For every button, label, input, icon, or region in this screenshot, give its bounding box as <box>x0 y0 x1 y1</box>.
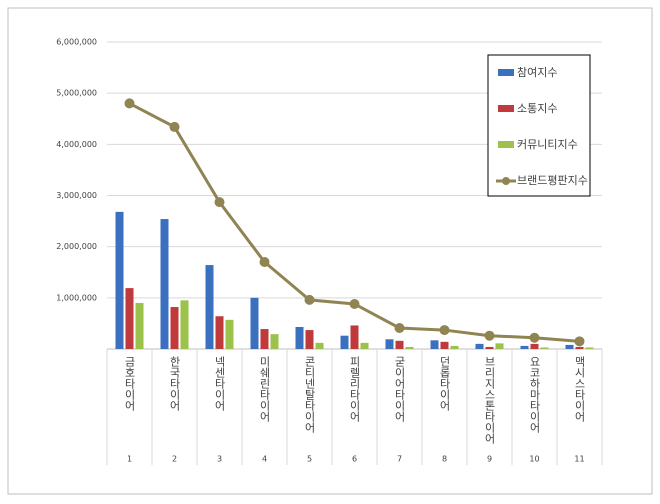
bar <box>270 334 279 349</box>
bar <box>520 345 529 349</box>
rank-label: 2 <box>172 455 177 464</box>
bar <box>575 346 584 349</box>
bar <box>585 347 594 349</box>
legend-frame <box>487 54 591 197</box>
line-marker <box>349 298 360 309</box>
y-tick-label: 5,000,000 <box>56 89 97 98</box>
bar <box>395 340 404 349</box>
x-tick-label: 콘티넨탈타이어 <box>303 356 316 434</box>
legend-marker <box>502 177 510 185</box>
x-tick-label: 굳이어타이어 <box>393 356 406 423</box>
bar <box>475 343 484 349</box>
bar <box>495 343 504 349</box>
y-tick-label: 1,000,000 <box>56 293 97 302</box>
rank-label: 3 <box>217 455 222 464</box>
bar <box>315 342 324 349</box>
rank-label: 5 <box>307 455 312 464</box>
rank-label: 6 <box>352 455 357 464</box>
bar <box>170 307 179 349</box>
line-marker <box>214 197 225 208</box>
x-tick-label: 던롭타이어 <box>438 356 451 412</box>
rank-label: 7 <box>397 455 402 464</box>
bar <box>205 265 214 349</box>
legend-label: 브랜드평판지수 <box>517 174 588 187</box>
bar <box>350 325 359 349</box>
rank-label: 9 <box>487 455 492 464</box>
bar <box>305 330 314 349</box>
rank-label: 4 <box>262 455 267 464</box>
rank-label: 1 <box>127 455 132 464</box>
x-tick-label: 맥시스타이어 <box>573 356 586 423</box>
line-marker <box>529 332 540 343</box>
x-tick-label: 브리지스톤타이어 <box>483 356 496 445</box>
bar <box>125 288 134 349</box>
line-marker <box>574 336 585 347</box>
bar <box>160 219 169 349</box>
bar <box>450 345 459 349</box>
bar <box>225 319 234 349</box>
bar <box>115 211 124 349</box>
legend-label: 소통지수 <box>517 102 557 115</box>
y-tick-label: 6,000,000 <box>56 38 97 47</box>
rank-label: 11 <box>574 455 584 464</box>
bar <box>565 344 574 349</box>
bar <box>215 316 224 349</box>
y-tick-label: 4,000,000 <box>56 140 97 149</box>
line-marker <box>259 257 270 268</box>
x-tick-label: 요코하마타이어 <box>528 356 541 434</box>
x-tick-label: 미쉐린타이어 <box>258 356 271 423</box>
bar <box>540 347 549 349</box>
line-marker <box>124 98 135 109</box>
bar <box>260 329 269 349</box>
legend-swatch <box>498 141 514 148</box>
x-tick-label: 금호타이어 <box>123 356 136 412</box>
rank-label: 10 <box>529 455 539 464</box>
legend-swatch <box>498 69 514 76</box>
bar <box>360 342 369 349</box>
bar <box>485 346 494 349</box>
bar <box>295 326 304 349</box>
bar <box>385 339 394 349</box>
line-marker <box>394 323 405 334</box>
bar <box>250 297 259 349</box>
bar <box>340 335 349 349</box>
bar <box>180 300 189 349</box>
y-tick-label: 3,000,000 <box>56 191 97 200</box>
line-marker <box>304 294 315 305</box>
x-tick-label: 피렐리타이어 <box>348 356 361 423</box>
bar <box>530 343 539 349</box>
legend-swatch <box>498 105 514 112</box>
line-marker <box>484 330 495 341</box>
legend-label: 참여지수 <box>517 66 557 79</box>
rank-label: 8 <box>442 455 447 464</box>
x-tick-label: 넥센타이어 <box>213 356 226 412</box>
bar <box>440 341 449 349</box>
bar <box>405 346 414 349</box>
line-marker <box>439 325 450 336</box>
bar <box>430 340 439 349</box>
bar <box>135 302 144 349</box>
legend-label: 커뮤니티지수 <box>517 138 578 151</box>
y-tick-label: 2,000,000 <box>56 242 97 251</box>
x-tick-label: 한국타이어 <box>168 356 181 412</box>
line-marker <box>169 121 180 132</box>
